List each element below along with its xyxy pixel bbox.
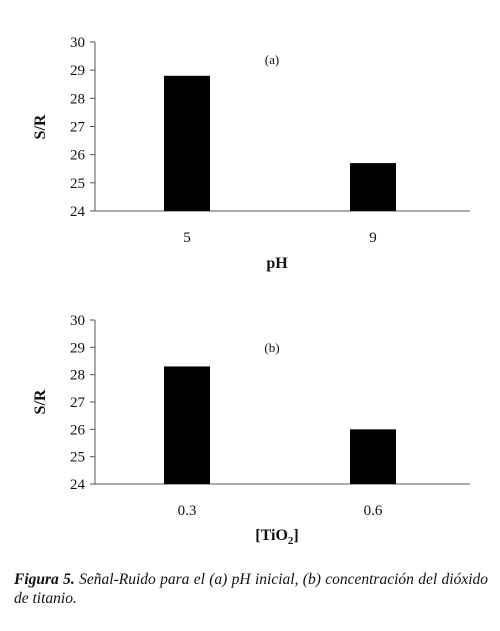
- bar: [164, 366, 210, 484]
- x-tick-label: 0.3: [178, 503, 197, 519]
- y-tick-label: 26: [70, 148, 86, 164]
- x-tick-label: 0.6: [364, 503, 383, 519]
- y-tick-label: 29: [70, 340, 85, 356]
- y-tick-label: 28: [70, 368, 85, 384]
- caption-text: Señal-Ruido para el (a) pH inicial, (b) …: [14, 571, 488, 607]
- y-tick-label: 24: [70, 477, 86, 493]
- bar: [350, 163, 396, 211]
- y-tick-label: 25: [70, 176, 85, 192]
- caption-label: Figura 5.: [14, 571, 75, 588]
- x-tick-label: 5: [183, 230, 191, 246]
- y-tick-label: 24: [70, 204, 86, 220]
- y-tick-label: 30: [70, 313, 85, 329]
- chart-a-x-axis-label: pH: [266, 255, 288, 272]
- y-tick-label: 29: [70, 63, 85, 79]
- y-tick-label: 30: [70, 35, 85, 51]
- chart-a: 24 25 26 27 28 29 30 5 9 (a) S/R pH: [32, 35, 470, 272]
- y-tick-label: 27: [70, 120, 86, 136]
- y-tick-label: 27: [70, 395, 86, 411]
- bar: [350, 429, 396, 484]
- chart-a-panel-label: (a): [265, 52, 279, 67]
- chart-b-panel-label: (b): [264, 340, 279, 355]
- chart-b-y-axis-label: S/R: [32, 389, 49, 414]
- bar: [164, 75, 210, 211]
- y-tick-label: 26: [70, 422, 86, 438]
- figure-caption: Figura 5. Señal-Ruido para el (a) pH ini…: [14, 570, 488, 608]
- chart-b-x-axis-label: [TiO2]: [255, 527, 298, 547]
- y-tick-label: 25: [70, 450, 85, 466]
- chart-b: 24 25 26 27 28 29 30 0.3 0.6 (b) S/R [TiO2]: [32, 313, 470, 547]
- y-tick-label: 28: [70, 91, 85, 107]
- chart-a-y-axis-label: S/R: [32, 114, 49, 139]
- x-tick-label: 9: [369, 230, 377, 246]
